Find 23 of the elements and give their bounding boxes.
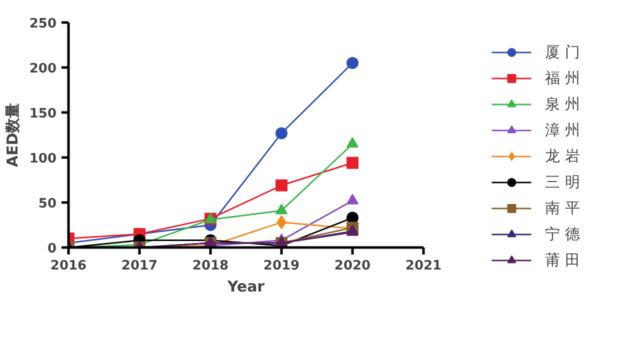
x-tick-label: 2021 [405,258,442,274]
legend-label: 泉 州 [545,94,580,114]
x-tick-label: 2016 [50,258,87,274]
x-axis-title: Year [226,278,266,296]
y-axis-title: AED数量 [3,102,22,168]
y-tick-label: 0 [47,242,56,256]
legend-label: 南 平 [545,198,580,218]
x-tick-label: 2019 [263,258,300,274]
legend-label: 莆 田 [545,250,580,270]
x-tick-label: 2018 [192,258,229,274]
legend-label: 三 明 [545,172,580,192]
legend-label: 漳 州 [545,120,580,140]
y-tick-label: 250 [29,16,57,32]
y-tick-label: 150 [29,106,57,122]
legend-label: 福 州 [545,68,580,88]
y-tick-label: 200 [29,62,57,76]
x-tick-label: 2017 [121,258,158,274]
legend-label: 龙 岩 [545,146,580,166]
y-tick-label: 50 [38,196,57,212]
x-tick-label: 2020 [334,258,371,274]
legend-label: 宁 德 [545,224,580,244]
y-tick-label: 100 [29,152,57,166]
legend-label: 厦 门 [545,42,580,62]
